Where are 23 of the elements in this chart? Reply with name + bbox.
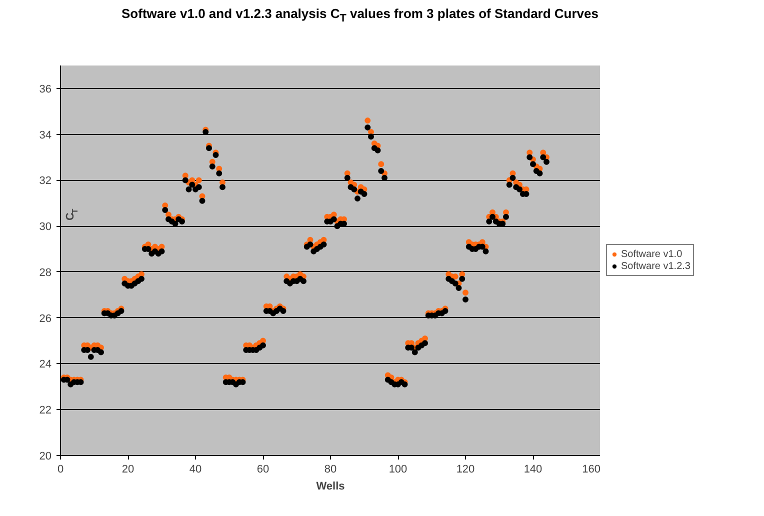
y-tick-label: 28 [39,266,52,279]
x-tick-label: 140 [524,464,542,476]
y-tick-label: 24 [39,358,52,371]
legend-label: Software v1.0 [621,248,682,260]
x-tick-label: 0 [57,464,64,476]
y-tick-label: 36 [39,83,52,96]
chart-title: Software v1.0 and v1.2.3 analysis C$_{T}$ values from 3 plates of Standard Curves [122,5,598,27]
x-tick-label: 120 [456,464,475,476]
y-tick-label: 32 [39,175,52,188]
y-tick-label: 34 [39,129,52,142]
legend-label: Software v1.2.3 [621,260,690,272]
x-tick-label: 80 [324,464,337,476]
x-axis-title: Wells [316,480,345,492]
y-tick-label: 30 [39,221,52,234]
y-tick-label: 20 [39,450,52,462]
y-axis-title: CT [64,208,80,220]
y-tick-label: 26 [39,312,52,325]
y-tick-label: 22 [39,404,52,417]
x-tick-label: 160 [582,464,601,476]
x-tick-label: 20 [122,464,134,476]
x-tick-label: 100 [388,464,408,476]
x-tick-label: 60 [256,464,270,476]
x-tick-label: 40 [189,464,202,476]
